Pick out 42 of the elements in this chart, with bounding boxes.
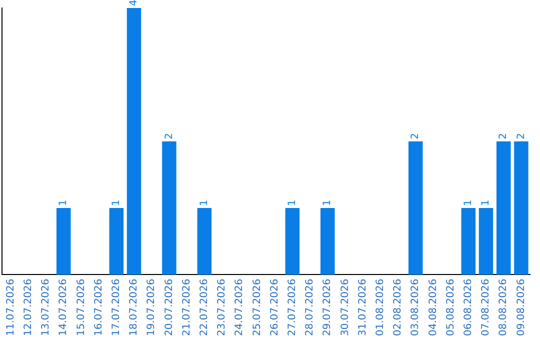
x-tick-label: 17.07.2026 bbox=[110, 278, 122, 336]
x-tick-label: 09.08.2026 bbox=[516, 278, 527, 336]
x-tick-label: 07.08.2026 bbox=[480, 278, 492, 336]
x-tick-label: 02.08.2026 bbox=[392, 278, 404, 336]
x-tick-label: 31.07.2026 bbox=[357, 278, 368, 336]
x-tick-label: 03.08.2026 bbox=[410, 278, 422, 336]
x-tick-label: 14.07.2026 bbox=[58, 278, 70, 336]
x-tick-label: 19.07.2026 bbox=[146, 278, 158, 336]
x-tick-label: 12.07.2026 bbox=[22, 278, 34, 336]
x-tick-label: 16.07.2026 bbox=[93, 278, 104, 336]
x-tick-label: 26.07.2026 bbox=[269, 278, 280, 336]
x-tick-label: 27.07.2026 bbox=[286, 278, 298, 336]
x-tick-label: 15.07.2026 bbox=[76, 278, 87, 336]
x-tick-label: 18.07.2026 bbox=[128, 278, 140, 336]
data-label: 1 bbox=[322, 200, 334, 206]
x-tick-label: 05.08.2026 bbox=[445, 278, 456, 336]
data-label: 4 bbox=[128, 0, 140, 6]
data-label: 1 bbox=[110, 200, 122, 206]
x-tick-label: 13.07.2026 bbox=[40, 278, 52, 336]
data-label: 1 bbox=[58, 200, 70, 206]
data-label: 2 bbox=[410, 132, 422, 140]
x-tick-label: 24.07.2026 bbox=[234, 278, 246, 336]
data-label: 1 bbox=[462, 200, 474, 206]
data-label: 2 bbox=[164, 132, 175, 140]
x-tick-label: 06.08.2026 bbox=[462, 278, 474, 336]
x-tick-label: 22.07.2026 bbox=[198, 278, 210, 336]
x-tick-label: 30.07.2026 bbox=[340, 278, 351, 336]
data-label: 2 bbox=[516, 132, 527, 140]
x-tick-label: 01.08.2026 bbox=[374, 278, 386, 336]
data-label: 1 bbox=[286, 200, 298, 206]
data-label: 2 bbox=[498, 132, 510, 140]
x-tick-label: 29.07.2026 bbox=[322, 278, 334, 336]
x-tick-label: 11.07.2026 bbox=[5, 278, 16, 336]
x-tick-label: 04.08.2026 bbox=[428, 278, 439, 336]
x-tick-label: 08.08.2026 bbox=[498, 278, 510, 336]
data-label: 1 bbox=[480, 200, 492, 206]
x-tick-label: 21.07.2026 bbox=[181, 278, 192, 336]
x-tick-label: 28.07.2026 bbox=[304, 278, 316, 336]
data-label: 1 bbox=[198, 200, 210, 206]
x-tick-label: 20.07.2026 bbox=[164, 278, 175, 336]
x-tick-label: 25.07.2026 bbox=[252, 278, 263, 336]
x-tick-label: 23.07.2026 bbox=[216, 278, 228, 336]
